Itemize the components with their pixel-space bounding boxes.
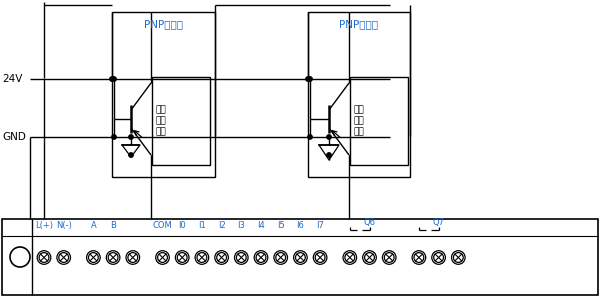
Circle shape [308,135,312,139]
Bar [350,77,408,165]
Circle shape [308,77,312,81]
Circle shape [129,135,133,139]
Circle shape [112,135,116,139]
Text: I3: I3 [238,221,245,230]
Bar [308,12,410,177]
Text: 开关
输入
电路: 开关 输入 电路 [354,105,365,137]
Text: PNP二线制: PNP二线制 [340,19,379,29]
Circle shape [327,135,331,139]
Text: COM: COM [152,221,172,230]
Circle shape [110,77,114,81]
Text: N(-): N(-) [56,221,71,230]
Text: Q7: Q7 [433,217,445,227]
Circle shape [129,153,133,157]
Circle shape [112,77,116,81]
Text: Q6: Q6 [364,217,376,227]
Text: A: A [91,221,96,230]
Text: I5: I5 [277,221,284,230]
Circle shape [327,153,331,157]
Circle shape [306,77,310,81]
Bar [112,12,215,177]
Text: B: B [110,221,116,230]
Text: I2: I2 [218,221,226,230]
Text: I7: I7 [316,221,324,230]
Text: I0: I0 [178,221,186,230]
Text: I6: I6 [296,221,304,230]
Text: I4: I4 [257,221,265,230]
Text: 24V: 24V [2,74,22,84]
Text: PNP三线制: PNP三线制 [144,19,183,29]
Bar [2,219,598,295]
Text: I1: I1 [198,221,206,230]
Text: GND: GND [2,132,26,142]
Text: 开关
输入
电路: 开关 输入 电路 [156,105,167,137]
Bar [152,77,210,165]
Text: L(+): L(+) [35,221,53,230]
